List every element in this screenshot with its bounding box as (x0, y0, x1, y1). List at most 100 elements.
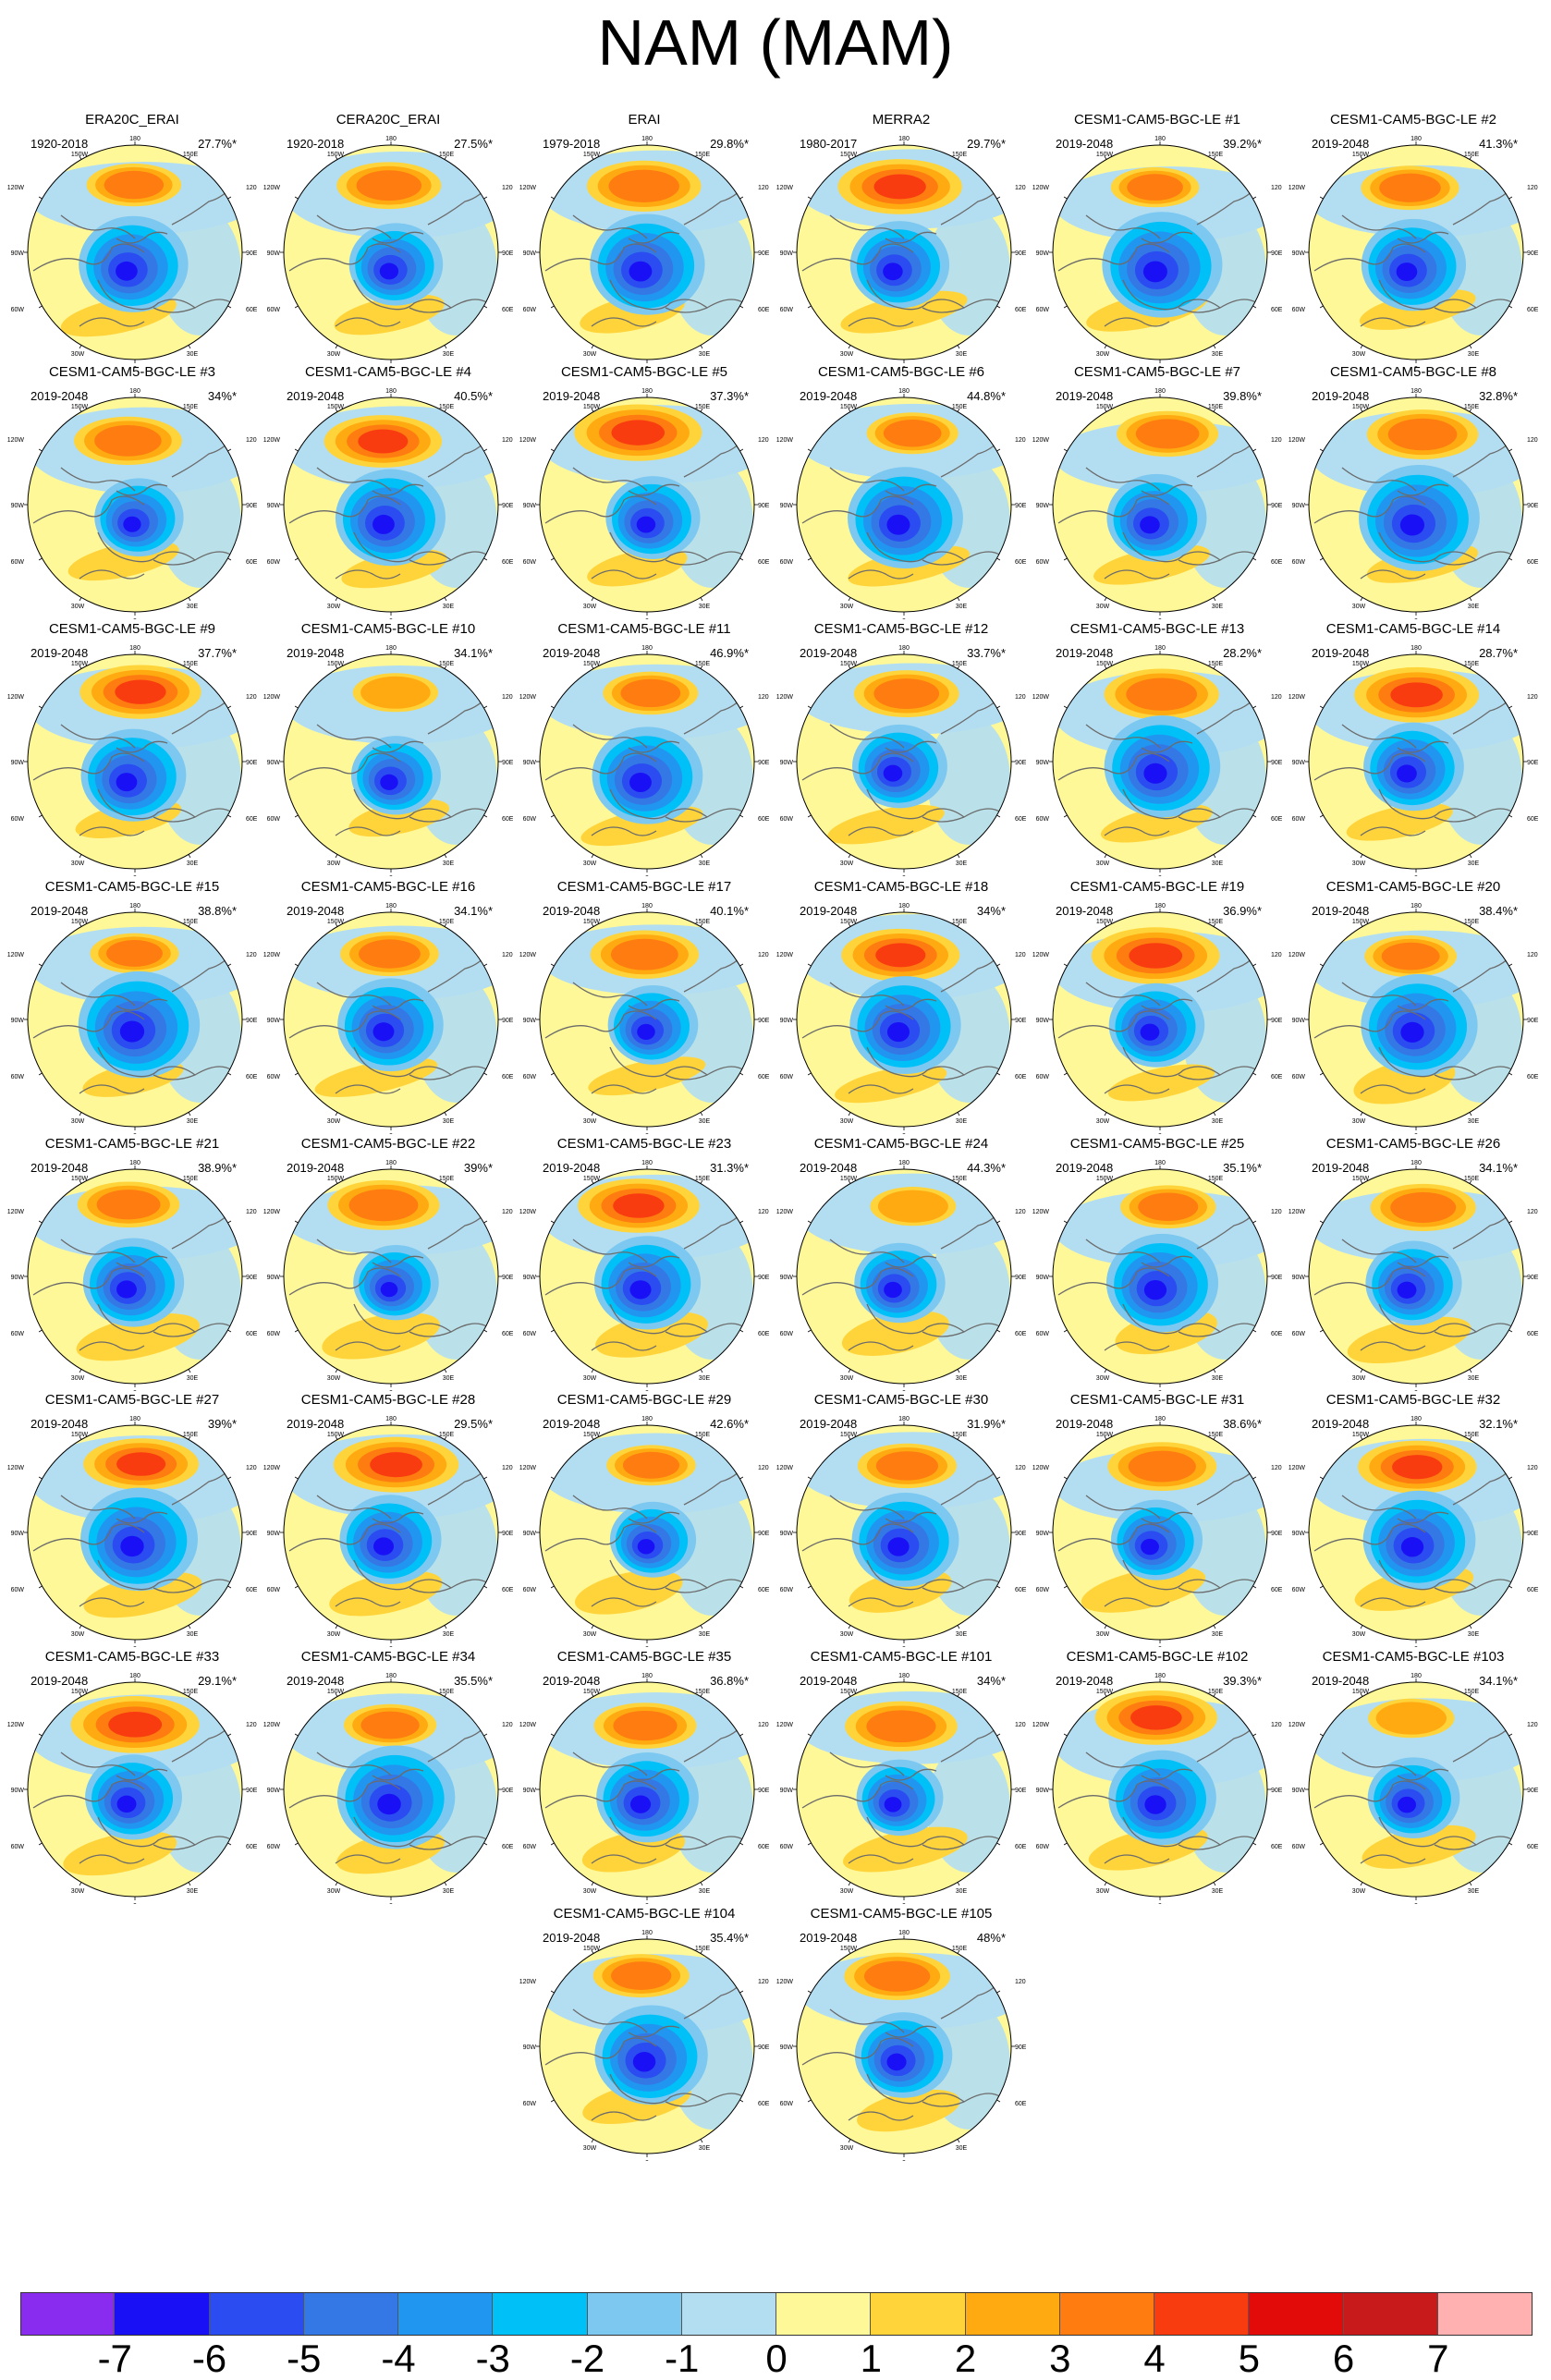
longitude-label: 150W (1096, 919, 1114, 925)
longitude-label: 90E (1015, 1018, 1026, 1024)
longitude-label: 150W (1352, 404, 1370, 410)
longitude-label: 60E (758, 1074, 769, 1080)
polar-map: 180 0 150W 150E 120W 120E 90W 90E 60W 60E 30W 30E (776, 645, 1026, 876)
coastlines (801, 682, 1011, 836)
positive-anomaly (116, 1452, 166, 1476)
longitude-label: 150W (71, 1432, 89, 1438)
longitude-label: 30E (443, 604, 455, 610)
colorbar-tick-label: -3 (475, 2337, 510, 2380)
polar-map: 180 0 150W 150E 120W 120E 90W 90E 60W 60E 30W 30E (519, 1160, 769, 1391)
panel-title: CESM1-CAM5-BGC-LE #30 (813, 1392, 989, 1408)
longitude-label: 120W (1288, 185, 1305, 191)
atlantic-anomaly (574, 1569, 683, 1615)
panel-title: CESM1-CAM5-BGC-LE #34 (300, 1649, 476, 1665)
longitude-label: 90W (267, 1275, 281, 1281)
longitude-label: 120E (758, 1722, 769, 1728)
map-panel: 180 0 150W 150E 120W 120E 90W 90E 60W 60E 30W 30E CE… (7, 1649, 257, 1904)
panel-title: CESM1-CAM5-BGC-LE #3 (48, 364, 216, 380)
longitude-label: 60W (780, 1844, 794, 1850)
longitude-label: 150E (439, 1432, 455, 1438)
longitude-label: 90W (780, 1018, 794, 1024)
coastlines (288, 1710, 498, 1864)
panel-percentage: 35.5%* (454, 1674, 493, 1688)
longitude-label: 120E (1527, 437, 1538, 444)
longitude-label: 120W (519, 1465, 536, 1471)
coastlines (32, 1453, 242, 1607)
longitude-label: 120W (776, 185, 793, 191)
longitude-label: 180 (1154, 136, 1166, 142)
longitude-label: 30E (443, 860, 455, 867)
longitude-label: 0 (645, 1390, 649, 1391)
longitude-label: 120W (1032, 1465, 1049, 1471)
longitude-label: 120E (1015, 952, 1026, 958)
longitude-label: 0 (389, 1390, 393, 1391)
longitude-label: 60E (758, 1331, 769, 1337)
longitude-label: 30W (1096, 351, 1110, 358)
longitude-label: 180 (641, 388, 653, 395)
longitude-label: 120E (502, 952, 513, 958)
longitude-label: 60W (1292, 816, 1306, 823)
longitude-label: 0 (902, 2160, 906, 2161)
longitude-label: 60W (11, 1331, 25, 1337)
longitude-label: 120E (1271, 694, 1282, 701)
longitude-label: 90W (1292, 1018, 1306, 1024)
longitude-label: 120W (7, 1209, 24, 1215)
positive-anomaly (359, 939, 421, 969)
atlantic-anomaly (329, 1570, 443, 1617)
polar-anomaly (1400, 1537, 1424, 1557)
longitude-label: 150E (695, 404, 711, 410)
longitude-label: 120E (758, 185, 769, 191)
longitude-label: 90W (780, 1275, 794, 1281)
positive-anomaly (94, 425, 162, 457)
longitude-label: 150W (71, 404, 89, 410)
polar-map: 180 0 150W 150E 120W 120E 90W 90E 60W 60E 30W 30E (776, 1160, 1026, 1391)
longitude-label: 180 (129, 645, 140, 652)
longitude-label: 60W (1036, 1074, 1050, 1080)
longitude-label: 180 (1154, 1673, 1166, 1679)
panel-title: CESM1-CAM5-BGC-LE #16 (300, 879, 476, 895)
panel-percentage: 44.8%* (967, 389, 1006, 403)
longitude-label: 150E (183, 1432, 199, 1438)
longitude-label: 120W (263, 437, 280, 444)
longitude-label: 90E (1527, 250, 1538, 257)
polar-map: 180 0 150W 150E 120W 120E 90W 90E 60W 60E 30W 30E (519, 1416, 769, 1647)
longitude-label: 30E (1468, 860, 1480, 867)
longitude-label: 30W (583, 1118, 597, 1125)
longitude-label: 30E (1212, 1375, 1224, 1382)
longitude-label: 180 (385, 1673, 397, 1679)
polar-map: 180 0 150W 150E 120W 120E 90W 90E 60W 60E 30W 30E (263, 1673, 513, 1904)
atlantic-anomaly (63, 1831, 177, 1876)
positive-anomaly (608, 169, 679, 202)
longitude-label: 150E (183, 1176, 199, 1182)
longitude-label: 0 (133, 1646, 137, 1647)
longitude-label: 30E (1212, 1118, 1224, 1125)
longitude-label: 120E (502, 694, 513, 701)
longitude-label: 90E (758, 1018, 769, 1024)
longitude-label: 60E (502, 816, 513, 823)
longitude-label: 60W (11, 559, 25, 566)
positive-anomaly (96, 1190, 161, 1220)
longitude-label: 90W (267, 503, 281, 509)
panel-title: CESM1-CAM5-BGC-LE #35 (556, 1649, 732, 1665)
panel-percentage: 28.7%* (1479, 646, 1518, 660)
longitude-label: 60W (267, 1331, 281, 1337)
coastlines (544, 940, 754, 1094)
longitude-label: 90W (1036, 1018, 1050, 1024)
longitude-label: 0 (645, 1133, 649, 1134)
longitude-label: 90W (780, 1788, 794, 1794)
panel-title: CESM1-CAM5-BGC-LE #18 (813, 879, 989, 895)
panel-title: CESM1-CAM5-BGC-LE #22 (300, 1136, 476, 1152)
positive-anomaly (873, 678, 940, 710)
polar-anomaly (380, 1282, 398, 1298)
longitude-label: 120W (263, 185, 280, 191)
longitude-label: 30W (1096, 1888, 1110, 1895)
polar-anomaly (116, 1280, 137, 1299)
longitude-label: 120E (1015, 437, 1026, 444)
longitude-label: 90E (1527, 1531, 1538, 1537)
longitude-label: 150E (695, 1432, 711, 1438)
polar-anomaly (884, 1797, 902, 1812)
panel-percentage: 39%* (207, 1417, 237, 1431)
colorbar-swatch (776, 2292, 872, 2336)
map-panel: 180 0 150W 150E 120W 120E 90W 90E 60W 60E 30W 30E CE… (263, 621, 513, 876)
longitude-label: 60E (758, 1587, 769, 1593)
